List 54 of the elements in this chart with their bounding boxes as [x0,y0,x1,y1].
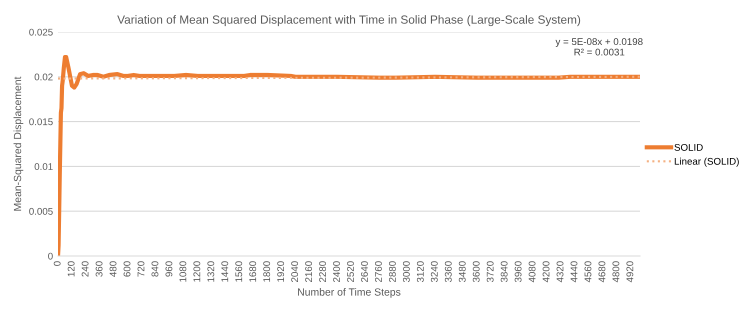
x-tick-label: 3120 [416,261,424,282]
x-tick-label: 1800 [263,261,270,282]
chart-title: Variation of Mean Squared Displacement with Time in Solid Phase (Large-Scale System) [117,15,580,26]
x-tick-label: 1920 [277,261,284,282]
y-tick-label: 0.01 [34,163,53,170]
legend-label: SOLID [674,144,703,151]
x-tick-label: 0 [54,261,61,266]
x-tick-label: 1440 [221,261,228,282]
x-tick-label: 2280 [319,261,326,282]
x-tick-label: 3600 [472,261,480,282]
y-axis-title: Mean-Squared Displacement [14,76,24,211]
legend-label: Linear (SOLID) [674,158,739,167]
x-tick-label: 4800 [612,261,620,282]
x-axis-title: Number of Time Steps [298,288,400,298]
x-tick-label: 1320 [207,261,214,282]
x-tick-label: 4200 [542,261,550,282]
x-tick-label: 3240 [430,261,438,282]
x-tick-label: 3960 [514,261,522,282]
x-tick-label: 4080 [528,261,536,282]
x-tick-label: 2520 [347,261,354,282]
x-tick-label: 4320 [556,261,564,282]
x-tick-label: 1200 [193,261,200,282]
x-tick-label: 3360 [444,261,452,282]
x-tick-label: 2760 [374,261,382,282]
y-tick-label: 0 [48,252,53,260]
x-tick-label: 3720 [486,261,494,282]
x-tick-label: 2640 [361,261,368,282]
x-tick-label: 1560 [235,261,242,282]
x-tick-label: 4920 [626,261,634,282]
x-tick-label: 480 [110,261,116,277]
x-tick-label: 2040 [291,261,298,282]
y-tick-label: 0.02 [34,74,53,80]
x-tick-label: 600 [124,261,130,277]
y-tick-label: 0.005 [29,208,53,215]
x-tick-label: 4560 [584,261,592,282]
x-tick-label: 1680 [249,261,256,282]
x-tick-label: 2400 [333,261,340,282]
x-tick-label: 960 [165,261,172,277]
x-tick-label: 360 [96,261,103,277]
x-tick-label: 3480 [458,261,466,282]
x-tick-label: 4680 [598,261,606,282]
x-tick-label: 2160 [305,261,312,282]
y-tick-label: 0.025 [29,28,53,36]
x-tick-label: 240 [82,261,89,277]
annotation: y = 5E-08x + 0.0198 R² = 0.0031 [556,38,643,56]
x-tick-label: 840 [152,261,158,277]
x-tick-label: 3840 [500,261,508,282]
x-tick-label: 2880 [388,261,396,282]
y-tick-label: 0.015 [29,118,53,126]
x-tick-label: 3000 [402,261,410,282]
x-tick-label: 120 [68,261,75,276]
x-tick-label: 1080 [179,261,186,282]
x-tick-label: 720 [138,261,144,277]
x-tick-label: 4440 [570,261,578,282]
